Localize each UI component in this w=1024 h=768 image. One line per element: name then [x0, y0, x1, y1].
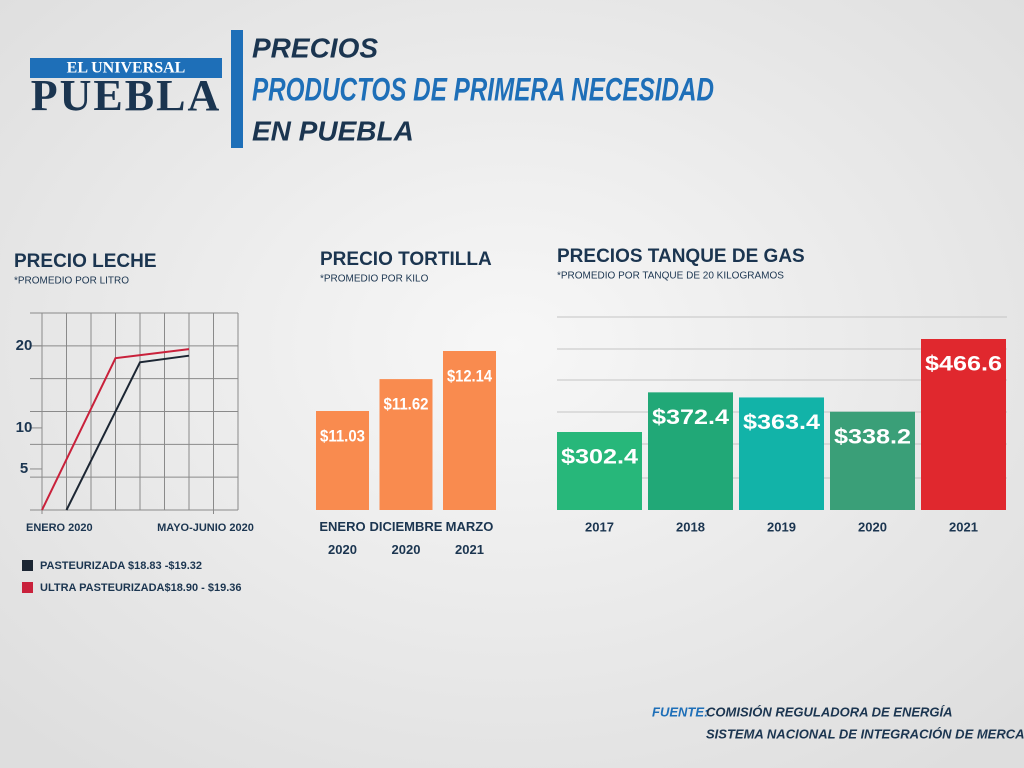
y-tick-label: 20 — [16, 337, 33, 354]
x-tick-label: 2019 — [767, 519, 796, 534]
legend-swatch — [22, 582, 33, 593]
chart-title: PRECIOS TANQUE DE GAS — [557, 246, 805, 267]
x-tick-label: ENERO 2020 — [319, 519, 365, 557]
legend-swatch — [22, 560, 33, 571]
x-tick-label: 2020 — [858, 519, 887, 534]
x-tick-label: 2018 — [676, 519, 705, 534]
y-tick-label: 10 — [16, 419, 33, 436]
chart-title: PRECIO TORTILLA — [320, 249, 492, 270]
title-line: PRECIOS — [252, 32, 378, 63]
source-line: COMISIÓN REGULADORA DE ENERGÍA — [706, 704, 953, 719]
x-tick-label: 2017 — [585, 519, 614, 534]
x-tick-label: MAYO-JUNIO 2020 — [157, 522, 254, 534]
chart-subtitle: *PROMEDIO POR LITRO — [14, 276, 129, 287]
bar — [648, 392, 733, 510]
source-line: SISTEMA NACIONAL DE INTEGRACIÓN DE MERCA… — [706, 726, 1024, 741]
chart-title: PRECIO LECHE — [14, 251, 157, 272]
x-tick-label: DICIEMBRE 2020 — [370, 519, 443, 557]
value-label: $372.4 — [652, 406, 729, 429]
bar — [921, 339, 1006, 510]
value-label: $363.4 — [743, 411, 820, 434]
series-line — [65, 354, 190, 511]
value-label: $11.03 — [320, 426, 365, 445]
logo-top: EL UNIVERSAL — [67, 60, 186, 77]
title-line: EN PUEBLA — [252, 115, 414, 146]
legend-label: PASTEURIZADA $18.83 -$19.32 — [40, 560, 202, 572]
chart-subtitle: *PROMEDIO POR TANQUE DE 20 KILOGRAMOS — [557, 271, 784, 282]
value-label: $12.14 — [447, 366, 492, 385]
chart-subtitle: *PROMEDIO POR KILO — [320, 274, 429, 285]
y-tick-label: 5 — [20, 460, 28, 477]
value-label: $466.6 — [925, 353, 1002, 376]
bar — [443, 351, 496, 510]
series-line — [41, 348, 190, 511]
bar — [830, 411, 915, 510]
x-tick-label: ENERO 2020 — [26, 522, 93, 534]
bar — [316, 411, 369, 510]
x-tick-label: 2021 — [949, 519, 978, 534]
value-label: $302.4 — [561, 446, 638, 469]
value-label: $11.62 — [384, 395, 429, 414]
legend-label: ULTRA PASTEURIZADA$18.90 - $19.36 — [40, 582, 242, 594]
x-tick-label: MARZO 2021 — [446, 519, 494, 557]
bar — [739, 397, 824, 510]
source-label: FUENTE: — [652, 704, 708, 719]
logo-banner — [30, 58, 222, 78]
bar — [557, 432, 642, 510]
title-bar — [231, 30, 243, 148]
title-line: PRODUCTOS DE PRIMERA NECESIDAD — [252, 71, 714, 107]
bar — [379, 379, 433, 510]
value-label: $338.2 — [834, 425, 911, 448]
logo-bottom: PUEBLA — [31, 71, 221, 120]
